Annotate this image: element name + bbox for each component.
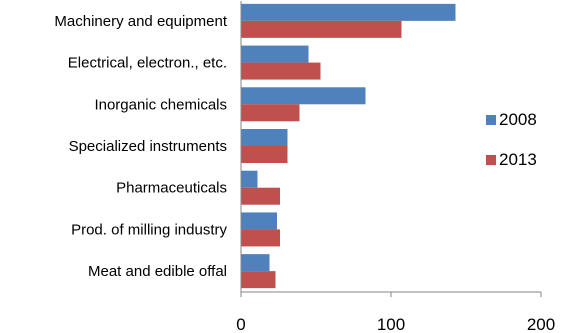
bar-2013-1 bbox=[241, 62, 321, 80]
bar-2008-4 bbox=[241, 170, 258, 188]
legend-label-2013: 2013 bbox=[499, 150, 537, 169]
bar-2013-4 bbox=[241, 187, 280, 205]
bars-group bbox=[241, 3, 456, 289]
bar-2008-1 bbox=[241, 45, 309, 63]
bar-2013-5 bbox=[241, 229, 280, 247]
legend-swatch-2013 bbox=[486, 155, 496, 165]
legend-label-2008: 2008 bbox=[499, 110, 537, 129]
x-axis-ticks: 0 100 200 bbox=[236, 292, 555, 333]
bar-2013-2 bbox=[241, 104, 300, 122]
bar-2008-3 bbox=[241, 129, 288, 146]
x-tick-label: 0 bbox=[236, 315, 245, 333]
category-label: Inorganic chemicals bbox=[94, 96, 227, 113]
x-tick-label: 100 bbox=[377, 315, 405, 333]
category-label: Machinery and equipment bbox=[54, 13, 227, 30]
legend: 2008 2013 bbox=[486, 110, 537, 169]
bar-2008-2 bbox=[241, 87, 366, 105]
category-labels: Machinery and equipment Electrical, elect… bbox=[54, 13, 227, 280]
category-label: Meat and edible offal bbox=[88, 263, 227, 280]
bar-2013-6 bbox=[241, 271, 276, 289]
category-label: Electrical, electron., etc. bbox=[68, 55, 227, 72]
legend-swatch-2008 bbox=[486, 115, 496, 125]
x-tick-label: 200 bbox=[527, 315, 555, 333]
bar-2008-6 bbox=[241, 254, 270, 272]
category-label: Pharmaceuticals bbox=[116, 180, 227, 197]
bar-2008-5 bbox=[241, 212, 277, 230]
category-label: Specialized instruments bbox=[69, 138, 227, 155]
category-label: Prod. of milling industry bbox=[71, 221, 227, 238]
bar-2013-3 bbox=[241, 146, 288, 163]
bar-2013-0 bbox=[241, 20, 402, 38]
bar-2008-0 bbox=[241, 3, 456, 21]
